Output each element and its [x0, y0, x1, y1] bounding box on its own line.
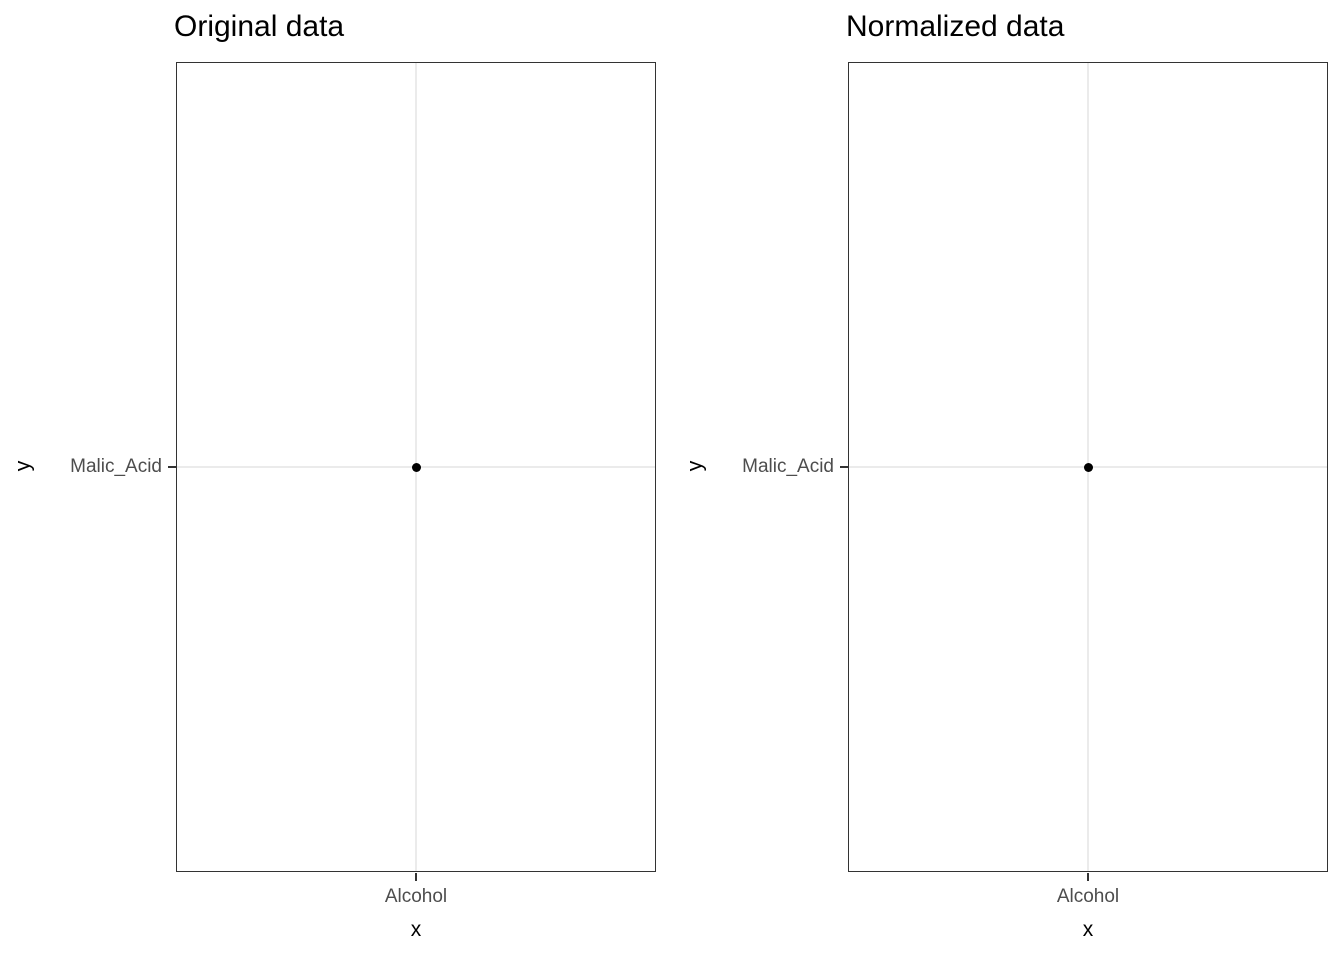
plot-panel — [176, 62, 656, 872]
plot-title: Original data — [174, 10, 345, 43]
plot-panel — [848, 62, 1328, 872]
x-tick-label: Alcohol — [1056, 886, 1120, 907]
plot-original-data: Original data y Malic_Acid Alcohol x — [11, 10, 656, 941]
plot-title: Normalized data — [846, 10, 1065, 43]
x-axis-tick-mark — [415, 873, 417, 881]
data-point — [411, 462, 421, 472]
x-axis-title: x — [1082, 918, 1094, 941]
x-tick-label: Alcohol — [384, 886, 448, 907]
y-tick-label: Malic_Acid — [70, 456, 162, 477]
x-axis-tick-mark — [1087, 873, 1089, 881]
data-point — [1083, 462, 1093, 472]
y-tick-label: Malic_Acid — [742, 456, 834, 477]
y-axis-tick-mark — [840, 465, 848, 468]
x-axis-title: x — [410, 918, 422, 941]
y-axis-tick-mark — [168, 465, 176, 468]
plot-normalized-data: Normalized data y Malic_Acid Alcohol x — [672, 0, 1344, 960]
